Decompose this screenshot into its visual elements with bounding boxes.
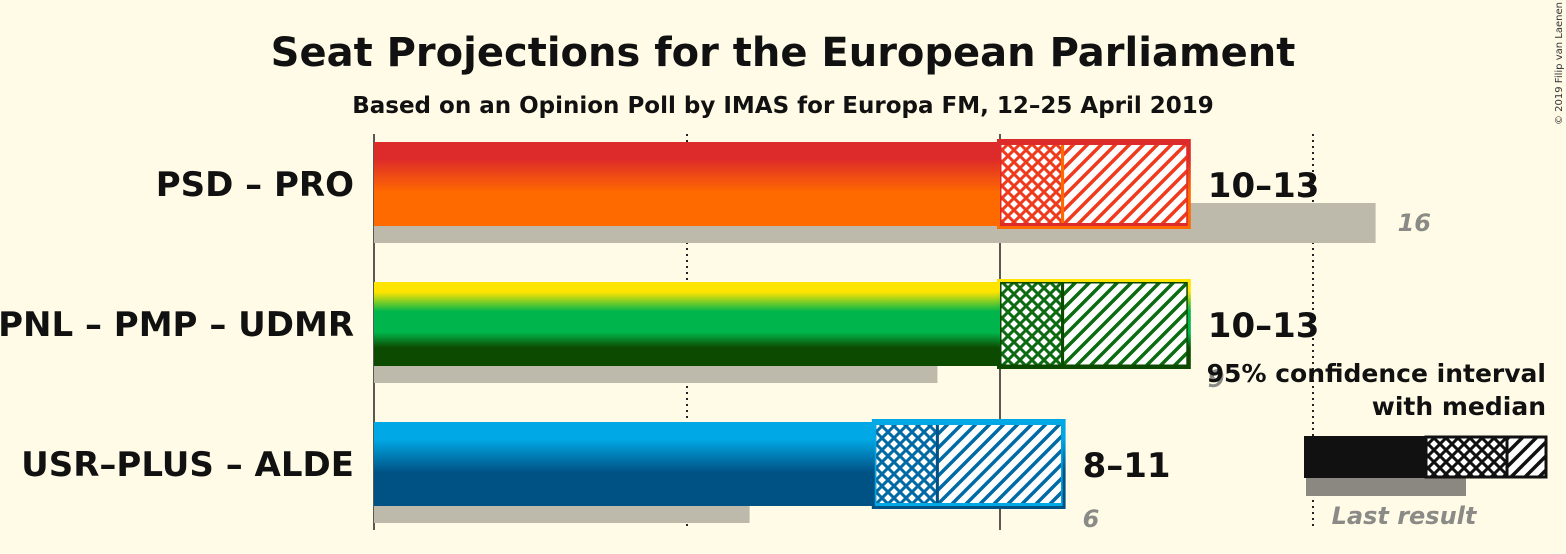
range-label: 10–13 xyxy=(1208,306,1320,346)
party-row: PNL – PMP – UDMR 10–13 9 xyxy=(0,279,1320,393)
last-result-bar xyxy=(374,364,938,383)
party-row: USR–PLUS – ALDE 8–11 6 xyxy=(21,419,1171,533)
legend-median-swatch xyxy=(1424,435,1509,479)
projection-bar xyxy=(374,422,875,506)
interval-border xyxy=(871,419,1066,509)
party-label: PSD – PRO xyxy=(156,165,354,205)
confidence-interval xyxy=(1061,280,1190,368)
range-label: 8–11 xyxy=(1083,446,1171,486)
copyright-notice: © 2019 Filip van Laenen xyxy=(1554,2,1565,125)
party-label: USR–PLUS – ALDE xyxy=(21,445,354,485)
bars: PSD – PRO 10–13 16 PNL – PMP – UDMR 10–13 9 US… xyxy=(0,139,1431,533)
last-result-bar xyxy=(374,504,750,523)
confidence-interval xyxy=(935,420,1065,508)
legend-ci-label-line2: with median xyxy=(1372,392,1546,421)
projection-bar xyxy=(374,282,1000,366)
median-interval xyxy=(873,420,939,508)
party-row: PSD – PRO 10–13 16 xyxy=(156,139,1431,243)
confidence-interval xyxy=(1061,140,1190,228)
median-interval xyxy=(998,280,1065,368)
range-label: 10–13 xyxy=(1208,166,1320,206)
legend-last-result-label: Last result xyxy=(1332,502,1478,530)
legend-ci-label-line1: 95% confidence interval xyxy=(1207,359,1546,388)
last-result-label: 9 xyxy=(1208,365,1225,393)
party-label: PNL – PMP – UDMR xyxy=(0,305,354,345)
chart-subtitle: Based on an Opinion Poll by IMAS for Eur… xyxy=(352,93,1214,119)
median-interval xyxy=(998,140,1065,228)
legend-ci-swatch xyxy=(1505,435,1548,479)
legend: 95% confidence interval with median Last… xyxy=(1207,359,1548,530)
last-result-label: 6 xyxy=(1083,505,1100,533)
projection-bar xyxy=(374,142,1000,226)
legend-solid-swatch xyxy=(1304,436,1426,478)
interval-border xyxy=(997,139,1191,229)
chart-title: Seat Projections for the European Parlia… xyxy=(271,30,1296,76)
last-result-label: 16 xyxy=(1398,209,1431,237)
interval-border xyxy=(997,279,1191,369)
